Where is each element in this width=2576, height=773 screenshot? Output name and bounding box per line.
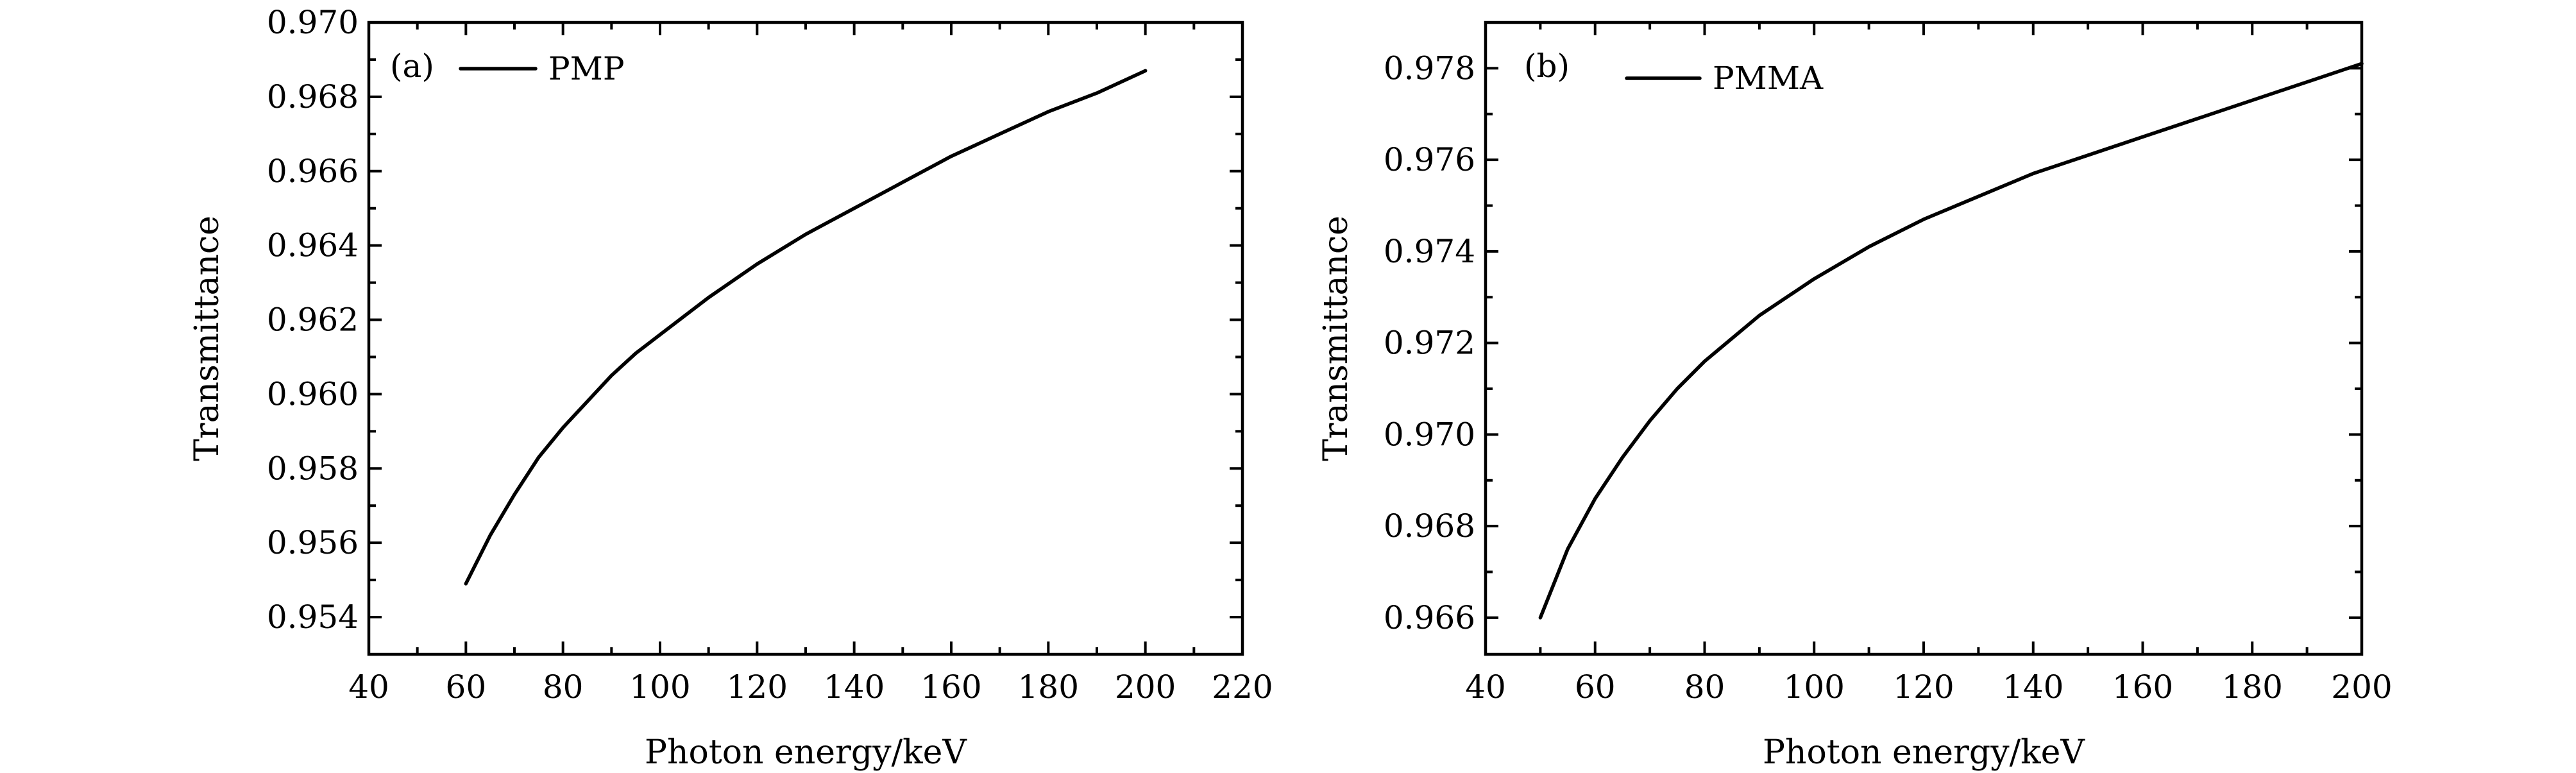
x-tick-label: 40 [348,668,389,706]
chart-panel-a: 40 60 80 100 120 140 160 180 200 220 0.954 0.956 0.9… [188,4,1273,772]
x-tick-label: 200 [2331,668,2392,706]
x-tick-label: 180 [1018,668,1079,706]
y-tick-label: 0.968 [1384,507,1475,545]
y-tick-label: 0.974 [1384,233,1475,270]
x-axis-title: Photon energy/keV [1763,733,2085,772]
legend-label: PMP [548,50,624,87]
x-tick-label: 200 [1115,668,1176,706]
x-tick-label: 140 [824,668,885,706]
y-tick-label: 0.964 [267,227,359,264]
panel-label: (a) [390,47,434,85]
series-line-pmp [464,69,1148,586]
y-axis-title: Transmittance [1317,216,1355,461]
x-tick-label: 220 [1212,668,1273,706]
x-tick-label: 120 [1893,668,1954,706]
x-tick-label: 80 [1684,668,1725,706]
x-tick-label: 180 [2222,668,2283,706]
y-tick-label: 0.978 [1384,49,1475,87]
x-tick-label: 60 [446,668,487,706]
plot-frame [367,21,1244,656]
y-tick-label: 0.962 [267,302,359,339]
y-tick-label: 0.976 [1384,141,1475,178]
y-tick-label: 0.968 [267,78,359,115]
y-tick-label: 0.954 [267,599,359,636]
y-axis-title: Transmittance [188,216,226,461]
y-tick-label: 0.960 [267,375,359,412]
x-tick-label: 40 [1465,668,1506,706]
legend-label: PMMA [1713,60,1824,97]
y-tick-label: 0.966 [267,153,359,190]
x-tick-label: 140 [2003,668,2063,706]
x-tick-label: 120 [727,668,788,706]
x-tick-label: 60 [1575,668,1616,706]
x-tick-label: 80 [543,668,584,706]
x-tick-label: 100 [629,668,690,706]
y-tick-label: 0.972 [1384,325,1475,362]
x-axis-title: Photon energy/keV [645,733,967,772]
x-tick-label: 160 [2112,668,2173,706]
x-tick-label: 100 [1784,668,1845,706]
y-tick-label: 0.966 [1384,599,1475,636]
panel-label: (b) [1524,47,1570,85]
series-line-pmma [1538,62,2364,620]
plot-frame [1484,21,2364,656]
y-tick-label: 0.970 [1384,416,1475,453]
y-tick-label: 0.956 [267,524,359,561]
chart-panel-b: 40 60 80 100 120 140 160 180 200 0.966 0.968 0.970 0… [1317,21,2393,772]
y-tick-label: 0.970 [267,4,359,41]
x-tick-label: 160 [920,668,981,706]
y-tick-label: 0.958 [267,450,359,487]
